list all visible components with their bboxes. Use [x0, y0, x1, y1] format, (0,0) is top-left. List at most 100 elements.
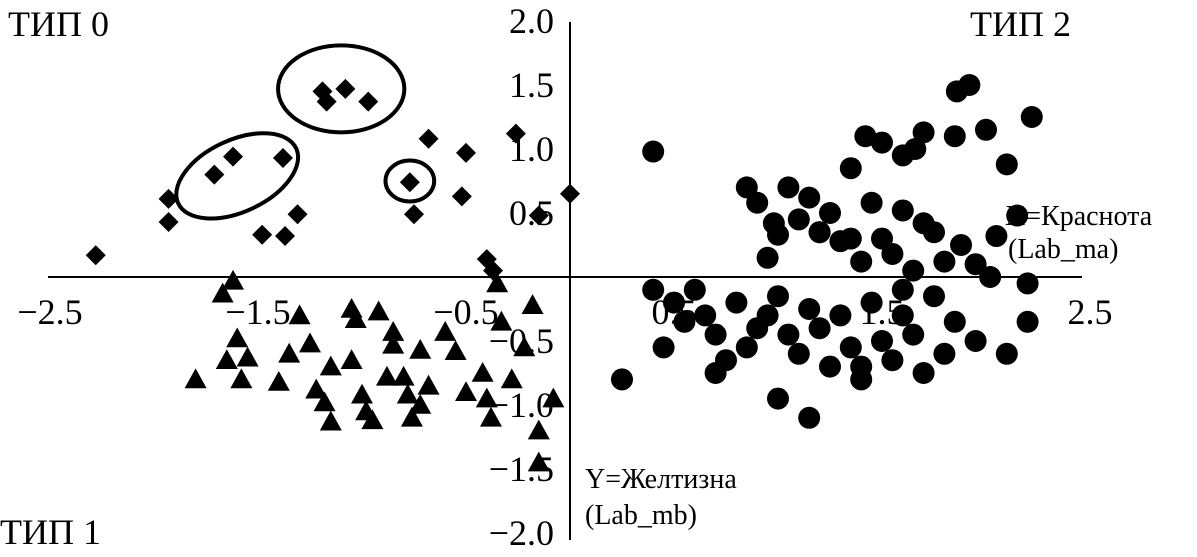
- diamond-point: [158, 211, 179, 232]
- triangle-point: [396, 383, 419, 404]
- diamond-point: [275, 226, 296, 247]
- triangle-point: [434, 321, 457, 341]
- circle-point: [950, 234, 973, 256]
- y-tick-label: 0.5: [509, 193, 554, 233]
- circle-point: [904, 138, 927, 160]
- diamond-point: [418, 128, 439, 149]
- triangle-point: [319, 410, 342, 431]
- triangle-point: [486, 272, 509, 293]
- triangle-point: [409, 338, 432, 359]
- triangle-point: [527, 451, 550, 472]
- circle-point: [964, 253, 987, 276]
- y-tick-label: −1.5: [489, 449, 554, 489]
- circle-point: [891, 304, 914, 327]
- corner-label-top-right: ТИП 2: [970, 4, 1071, 44]
- y-axis-label-line2: (Lab_mb): [585, 500, 697, 531]
- diamond-point: [158, 188, 179, 209]
- x-axis-label-line1: X=Краснота: [1005, 201, 1153, 232]
- circle-point: [798, 298, 821, 320]
- diamond-point: [85, 245, 106, 266]
- x-tick-labels: −2.5 −1.5 −0.5 0.5 1.5 2.5: [17, 292, 1112, 332]
- circle-point: [1006, 204, 1029, 227]
- triangle-point: [299, 332, 321, 353]
- circle-point: [642, 278, 665, 301]
- triangle-point: [513, 336, 536, 357]
- circle-point: [839, 157, 862, 180]
- circle-point: [850, 250, 873, 273]
- circle-point: [891, 199, 914, 222]
- x-tick-label: −2.5: [17, 292, 82, 332]
- diamond-point: [204, 164, 225, 185]
- circle-point: [964, 330, 987, 352]
- triangle-point: [382, 321, 405, 341]
- circle-point: [995, 153, 1018, 176]
- triangle-point: [527, 419, 550, 440]
- circle-point: [642, 140, 665, 163]
- diamond-point: [335, 78, 356, 99]
- circle-point: [694, 304, 717, 327]
- circle-point: [683, 278, 706, 301]
- diamond-point: [316, 91, 337, 112]
- circle-point: [787, 208, 810, 231]
- diamond-point: [252, 224, 273, 245]
- y-tick-label: 1.0: [509, 129, 554, 169]
- diamond-point: [287, 204, 308, 225]
- triangle-point: [340, 349, 363, 369]
- circle-point: [652, 336, 675, 359]
- triangle-point: [236, 346, 259, 367]
- circle-point: [923, 285, 945, 308]
- triangle-point: [215, 349, 238, 369]
- triangle-point: [500, 368, 523, 389]
- triangle-point: [475, 387, 498, 408]
- x-tick-label: 1.5: [860, 292, 905, 332]
- circle-point: [1016, 310, 1039, 333]
- triangle-point: [222, 269, 245, 290]
- y-tick-label: 1.5: [509, 65, 554, 105]
- circle-point: [611, 368, 633, 391]
- triangle-point: [542, 387, 565, 408]
- circle-point: [943, 310, 966, 333]
- triangle-point: [211, 282, 234, 303]
- triangle-point: [400, 406, 423, 427]
- triangle-point: [521, 294, 544, 314]
- x-tick-label: −0.5: [433, 292, 498, 332]
- highlight-ellipse: [276, 43, 407, 135]
- triangle-point: [319, 355, 342, 376]
- circle-point: [854, 125, 877, 148]
- circle-point: [787, 342, 810, 365]
- circle-point: [663, 291, 685, 314]
- y-tick-label: −0.5: [489, 321, 554, 361]
- y-tick-label: 2.0: [509, 1, 554, 41]
- triangle-point: [417, 374, 440, 395]
- y-axis-label-line1: Y=Желтизна: [585, 464, 737, 495]
- circle-point: [985, 225, 1008, 248]
- corner-label-top-left: ТИП 0: [8, 4, 109, 44]
- circle-point: [995, 342, 1018, 365]
- circle-point: [819, 202, 841, 224]
- circle-point: [933, 250, 956, 273]
- circle-point: [798, 406, 821, 429]
- circle-point: [777, 323, 800, 346]
- circle-point: [902, 323, 925, 346]
- circle-point: [808, 221, 831, 244]
- corner-label-bottom-left: ТИП 1: [0, 512, 101, 552]
- triangle-point: [230, 368, 253, 389]
- diamond-point: [456, 142, 476, 163]
- circle-point: [891, 278, 914, 301]
- circle-point: [979, 266, 1002, 288]
- circle-point: [871, 330, 893, 352]
- highlight-ellipses: [174, 43, 437, 221]
- highlight-ellipse: [383, 158, 437, 204]
- circle-point: [933, 342, 956, 365]
- diamond-point: [223, 146, 244, 167]
- triangle-point: [444, 340, 467, 361]
- triangle-point: [409, 394, 432, 414]
- circle-point: [704, 323, 727, 346]
- circle-point: [704, 362, 727, 384]
- triangle-point: [392, 365, 415, 386]
- circle-point: [943, 125, 966, 148]
- diamond-point: [451, 186, 472, 207]
- circle-point: [767, 285, 789, 308]
- circle-point: [735, 176, 758, 199]
